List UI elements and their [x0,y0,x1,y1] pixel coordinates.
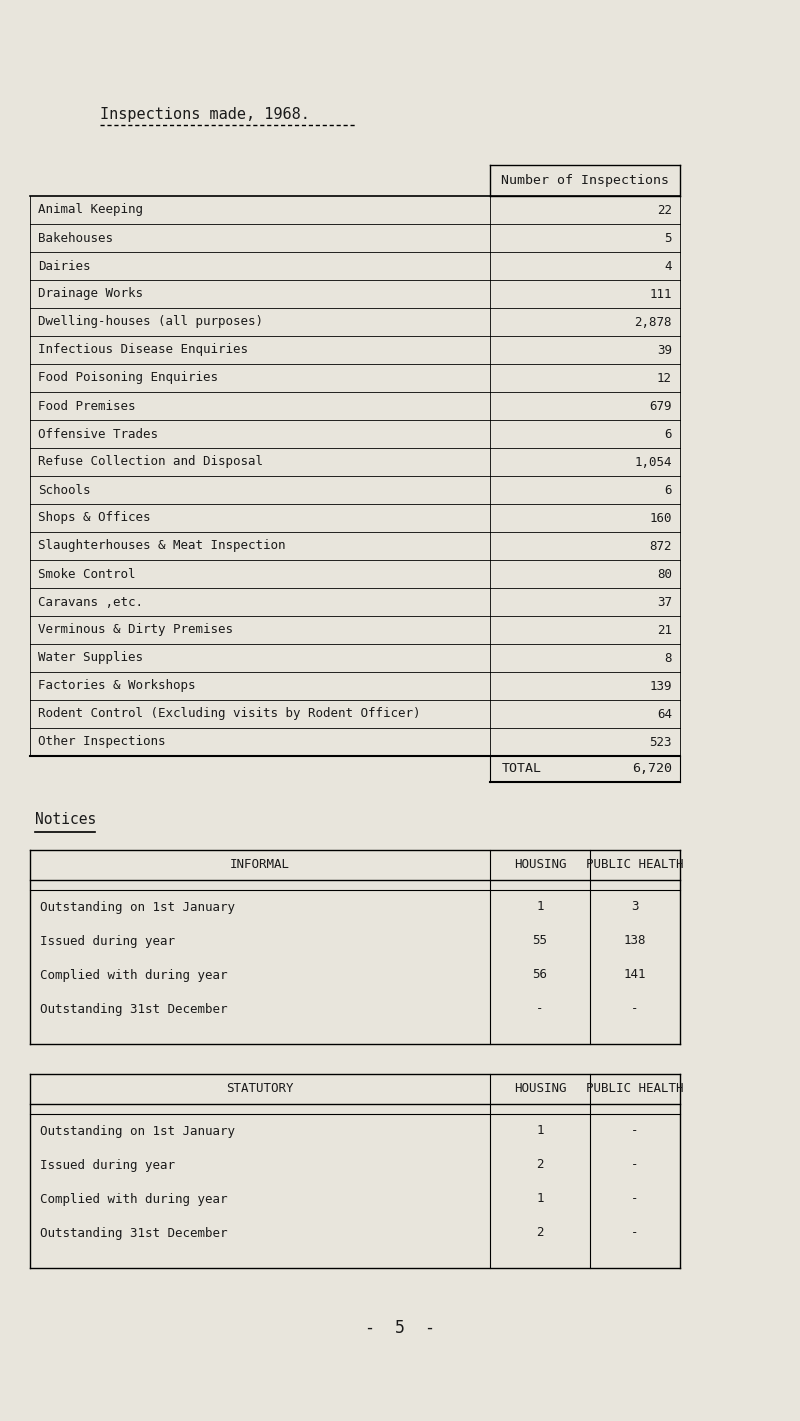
Text: 56: 56 [533,969,547,982]
Text: -: - [631,1158,638,1171]
Text: Water Supplies: Water Supplies [38,651,143,665]
Text: Schools: Schools [38,483,90,496]
Text: 6: 6 [665,483,672,496]
Text: -  5  -: - 5 - [365,1319,435,1337]
Text: 37: 37 [657,595,672,608]
Text: STATUTORY: STATUTORY [226,1083,294,1096]
Text: 111: 111 [650,287,672,300]
Text: 138: 138 [624,935,646,948]
Text: Shops & Offices: Shops & Offices [38,512,150,524]
Text: TOTAL: TOTAL [502,763,542,776]
Text: 80: 80 [657,567,672,581]
Text: Complied with during year: Complied with during year [40,969,227,982]
Text: 3: 3 [631,901,638,914]
Text: PUBLIC HEALTH: PUBLIC HEALTH [586,1083,684,1096]
Text: -: - [631,1226,638,1239]
Text: 55: 55 [533,935,547,948]
Text: 1: 1 [536,901,544,914]
Text: Dwelling-houses (all purposes): Dwelling-houses (all purposes) [38,315,263,328]
Text: PUBLIC HEALTH: PUBLIC HEALTH [586,858,684,871]
Text: 64: 64 [657,708,672,720]
Text: Outstanding on 1st January: Outstanding on 1st January [40,1124,235,1137]
Text: Rodent Control (Excluding visits by Rodent Officer): Rodent Control (Excluding visits by Rode… [38,708,421,720]
Text: Refuse Collection and Disposal: Refuse Collection and Disposal [38,456,263,469]
Text: 141: 141 [624,969,646,982]
Text: Outstanding 31st December: Outstanding 31st December [40,1002,227,1016]
Text: 523: 523 [650,736,672,749]
Text: 1: 1 [536,1192,544,1205]
Text: 679: 679 [650,399,672,412]
Text: Offensive Trades: Offensive Trades [38,428,158,441]
Text: 2: 2 [536,1158,544,1171]
Text: HOUSING: HOUSING [514,1083,566,1096]
Text: -: - [631,1192,638,1205]
Text: HOUSING: HOUSING [514,858,566,871]
Text: Notices: Notices [35,813,96,827]
Text: Other Inspections: Other Inspections [38,736,166,749]
Text: Issued during year: Issued during year [40,1158,175,1171]
Text: 21: 21 [657,624,672,637]
Text: Bakehouses: Bakehouses [38,232,113,244]
Text: Outstanding on 1st January: Outstanding on 1st January [40,901,235,914]
Text: Dairies: Dairies [38,260,90,273]
Text: Complied with during year: Complied with during year [40,1192,227,1205]
Text: 2,878: 2,878 [634,315,672,328]
Text: 8: 8 [665,651,672,665]
Text: INFORMAL: INFORMAL [230,858,290,871]
Text: 4: 4 [665,260,672,273]
Text: 12: 12 [657,371,672,385]
Text: Verminous & Dirty Premises: Verminous & Dirty Premises [38,624,233,637]
Text: Factories & Workshops: Factories & Workshops [38,679,195,692]
Text: 2: 2 [536,1226,544,1239]
Text: 5: 5 [665,232,672,244]
Text: 160: 160 [650,512,672,524]
Text: 6: 6 [665,428,672,441]
Text: Animal Keeping: Animal Keeping [38,203,143,216]
Text: -: - [631,1124,638,1137]
Text: 22: 22 [657,203,672,216]
Text: 39: 39 [657,344,672,357]
Text: Food Poisoning Enquiries: Food Poisoning Enquiries [38,371,218,385]
Text: Inspections made, 1968.: Inspections made, 1968. [100,108,310,122]
Text: Food Premises: Food Premises [38,399,135,412]
Text: Drainage Works: Drainage Works [38,287,143,300]
Text: Caravans ,etc.: Caravans ,etc. [38,595,143,608]
Text: 139: 139 [650,679,672,692]
Text: Outstanding 31st December: Outstanding 31st December [40,1226,227,1239]
Text: -: - [631,1002,638,1016]
Text: 1,054: 1,054 [634,456,672,469]
Text: Infectious Disease Enquiries: Infectious Disease Enquiries [38,344,248,357]
Text: Number of Inspections: Number of Inspections [501,173,669,188]
Text: 6,720: 6,720 [632,763,672,776]
Text: Slaughterhouses & Meat Inspection: Slaughterhouses & Meat Inspection [38,540,286,553]
Text: Issued during year: Issued during year [40,935,175,948]
Text: 1: 1 [536,1124,544,1137]
Text: Smoke Control: Smoke Control [38,567,135,581]
Text: 872: 872 [650,540,672,553]
Text: -: - [536,1002,544,1016]
